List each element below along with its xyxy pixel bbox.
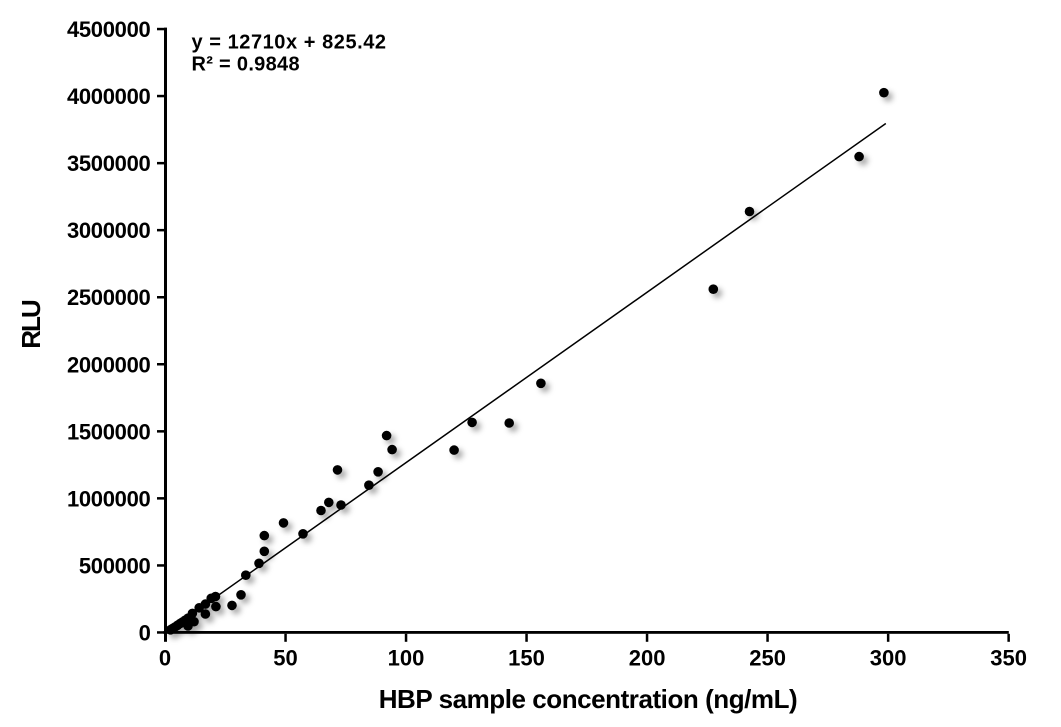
svg-text:250: 250 <box>749 646 786 671</box>
svg-text:0: 0 <box>139 621 151 646</box>
svg-text:RLU: RLU <box>16 300 46 349</box>
svg-text:2500000: 2500000 <box>67 285 151 310</box>
svg-text:300: 300 <box>870 646 907 671</box>
svg-text:HBP sample concentration (ng/m: HBP sample concentration (ng/mL) <box>379 684 798 714</box>
svg-text:350: 350 <box>990 646 1027 671</box>
svg-text:3000000: 3000000 <box>67 218 151 243</box>
svg-text:50: 50 <box>273 646 297 671</box>
svg-text:4000000: 4000000 <box>67 84 151 109</box>
svg-text:150: 150 <box>508 646 545 671</box>
svg-text:200: 200 <box>629 646 666 671</box>
svg-text:2000000: 2000000 <box>67 352 151 377</box>
svg-text:1000000: 1000000 <box>67 486 151 511</box>
svg-text:3500000: 3500000 <box>67 151 151 176</box>
svg-text:4500000: 4500000 <box>67 17 151 42</box>
svg-text:1500000: 1500000 <box>67 419 151 444</box>
svg-text:R² = 0.9848: R² = 0.9848 <box>192 53 300 75</box>
svg-text:0: 0 <box>159 646 171 671</box>
svg-text:y = 12710x + 825.42: y = 12710x + 825.42 <box>192 32 387 54</box>
svg-text:100: 100 <box>388 646 425 671</box>
svg-text:500000: 500000 <box>79 553 151 578</box>
